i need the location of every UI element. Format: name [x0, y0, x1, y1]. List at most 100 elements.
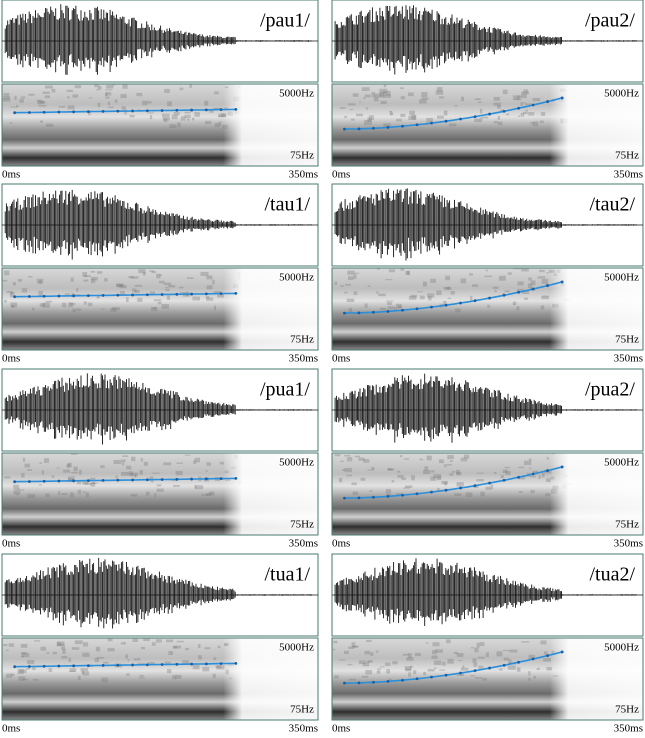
pitch-point — [343, 311, 346, 315]
pitch-point — [372, 680, 375, 684]
pitch-point — [145, 478, 149, 482]
pitch-point — [116, 663, 120, 667]
pitch-point — [234, 108, 238, 111]
pitch-point — [502, 293, 506, 297]
pitch-point — [459, 486, 462, 490]
pitch-point — [42, 664, 46, 668]
pitch-point — [27, 111, 31, 114]
pitch-point — [160, 478, 164, 481]
freq-low-label: 75Hz — [615, 150, 639, 162]
pitch-point — [234, 662, 238, 665]
pitch-point — [131, 478, 135, 482]
panel-label: /tau2/ — [589, 194, 635, 216]
pitch-point — [372, 126, 375, 130]
pitch-point — [145, 109, 149, 113]
pitch-point — [131, 293, 135, 297]
spectrogram-box — [331, 452, 644, 536]
pitch-point — [101, 663, 105, 667]
pitch-point — [116, 478, 120, 482]
pitch-point — [13, 111, 17, 115]
pitch-point — [219, 477, 223, 481]
pitch-point — [42, 479, 46, 483]
spectrogram-fade — [2, 638, 318, 720]
pitch-point — [27, 665, 31, 668]
panel: /pau1/5000Hz 75Hz 0ms 350ms — [1, 0, 319, 181]
freq-high-label: 5000Hz — [279, 457, 314, 469]
freq-low-label: 75Hz — [290, 334, 314, 346]
freq-high-label: 5000Hz — [604, 272, 639, 284]
time-end-label: 350ms — [614, 353, 643, 365]
pitch-point — [531, 287, 535, 291]
panel: /tua2/5000Hz 75Hz 0ms 350ms — [331, 553, 644, 735]
pitch-contour — [14, 108, 236, 114]
time-start-label: 0ms — [2, 169, 20, 181]
panel: /tau2/5000Hz 75Hz 0ms 350ms — [331, 183, 644, 365]
time-end-label: 350ms — [289, 723, 318, 735]
freq-high-label: 5000Hz — [279, 272, 314, 284]
pitch-contour — [14, 477, 236, 483]
panel: /tau1/5000Hz 75Hz 0ms 350ms — [1, 183, 319, 365]
panel-label: /pau1/ — [260, 10, 310, 32]
panel: /pau2/5000Hz 75Hz 0ms 350ms — [331, 0, 644, 181]
pitch-point — [531, 103, 535, 107]
pitch-point — [386, 125, 390, 129]
pitch-point — [517, 475, 520, 479]
spectrogram-fade — [332, 268, 643, 350]
pitch-point — [560, 96, 564, 100]
freq-low-label: 75Hz — [290, 150, 314, 162]
pitch-point — [459, 117, 462, 121]
spectrogram-box — [1, 267, 319, 351]
panel-label: /pau2/ — [585, 10, 635, 32]
pitch-point — [145, 293, 149, 297]
freq-high-label: 5000Hz — [604, 88, 639, 100]
pitch-point — [488, 296, 491, 300]
pitch-point — [386, 309, 390, 313]
pitch-point — [444, 303, 448, 307]
pitch-point — [204, 108, 208, 112]
pitch-point — [401, 493, 404, 497]
pitch-point — [415, 677, 419, 681]
pitch-point — [190, 477, 194, 481]
pitch-point — [517, 660, 520, 664]
pitch-point — [219, 662, 223, 666]
time-start-label: 0ms — [2, 538, 20, 550]
pitch-point — [101, 478, 105, 482]
pitch-point — [357, 127, 361, 131]
pitch-point — [131, 109, 135, 113]
pitch-point — [219, 292, 223, 296]
pitch-point — [72, 664, 76, 668]
pitch-point — [560, 280, 564, 284]
pitch-point — [160, 663, 164, 666]
pitch-point — [175, 477, 179, 481]
pitch-point — [473, 299, 477, 303]
pitch-point — [131, 663, 135, 667]
panel-label: /tua1/ — [264, 564, 310, 586]
spectrogram-fade — [332, 638, 643, 720]
pitch-point — [204, 477, 208, 481]
spectrogram-fade — [2, 453, 318, 535]
pitch-point — [343, 681, 346, 685]
pitch-point — [101, 109, 105, 113]
panel: /pua1/5000Hz 75Hz 0ms 350ms — [1, 368, 319, 550]
spectrogram-box — [1, 637, 319, 721]
pitch-point — [175, 108, 179, 112]
pitch-point — [531, 472, 535, 476]
pitch-point — [86, 479, 90, 483]
freq-high-label: 5000Hz — [279, 88, 314, 100]
pitch-point — [27, 295, 31, 298]
freq-high-label: 5000Hz — [604, 457, 639, 469]
pitch-point — [444, 488, 448, 492]
pitch-point — [488, 666, 491, 670]
panel: /pua2/5000Hz 75Hz 0ms 350ms — [331, 368, 644, 550]
freq-high-label: 5000Hz — [279, 642, 314, 654]
pitch-point — [160, 293, 164, 296]
pitch-point — [190, 292, 194, 296]
time-end-label: 350ms — [614, 169, 643, 181]
panel-label: /pua1/ — [260, 379, 310, 401]
pitch-point — [546, 469, 550, 472]
time-start-label: 0ms — [332, 538, 350, 550]
spectrogram-box — [331, 267, 644, 351]
pitch-point — [415, 307, 419, 311]
pitch-point — [357, 496, 361, 500]
